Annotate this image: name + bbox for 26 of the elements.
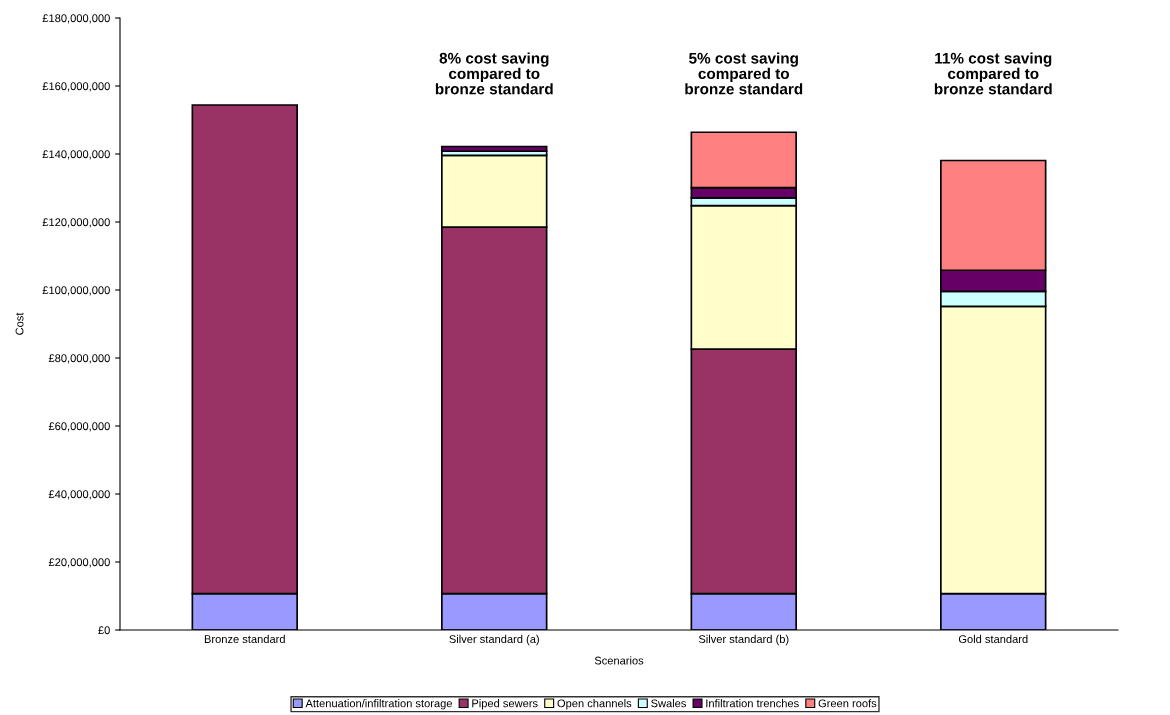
y-tick-label: £60,000,000 bbox=[48, 422, 110, 432]
legend-label: Green roofs bbox=[818, 699, 877, 708]
legend-label: Piped sewers bbox=[472, 699, 538, 710]
y-tick-label: £0 bbox=[98, 626, 110, 635]
x-axis-title: Scenarios bbox=[594, 656, 644, 665]
y-tick-label: £160,000,000 bbox=[42, 82, 110, 92]
y-tick-label: £100,000,000 bbox=[42, 286, 110, 296]
legend-label: Infiltration trenches bbox=[706, 699, 799, 708]
x-tick-label: Gold standard bbox=[958, 634, 1028, 644]
y-axis-title: Cost bbox=[15, 312, 24, 335]
y-tick-label: £180,000,000 bbox=[42, 14, 110, 24]
y-tick-label: £120,000,000 bbox=[42, 218, 110, 228]
annotation: 5% cost saving compared to bronze standard bbox=[685, 52, 803, 95]
x-tick-label: Silver standard (b) bbox=[698, 634, 789, 646]
bar bbox=[441, 145, 548, 153]
x-tick-label: Silver standard (a) bbox=[449, 634, 539, 646]
y-tick-label: £20,000,000 bbox=[48, 558, 110, 568]
legend-label: Swales bbox=[651, 699, 687, 708]
annotation: 8% cost saving compared to bronze standard bbox=[435, 52, 553, 95]
annotation: 11% cost saving compared to bronze standard bbox=[934, 52, 1052, 95]
y-tick-label: £40,000,000 bbox=[48, 490, 110, 500]
legend-label: Attenuation/infiltration storage bbox=[305, 699, 453, 710]
legend-label: Open channels bbox=[557, 699, 632, 710]
y-tick-label: £80,000,000 bbox=[48, 354, 110, 364]
y-tick-label: £140,000,000 bbox=[42, 150, 110, 160]
x-tick-label: Bronze standard bbox=[204, 634, 285, 644]
